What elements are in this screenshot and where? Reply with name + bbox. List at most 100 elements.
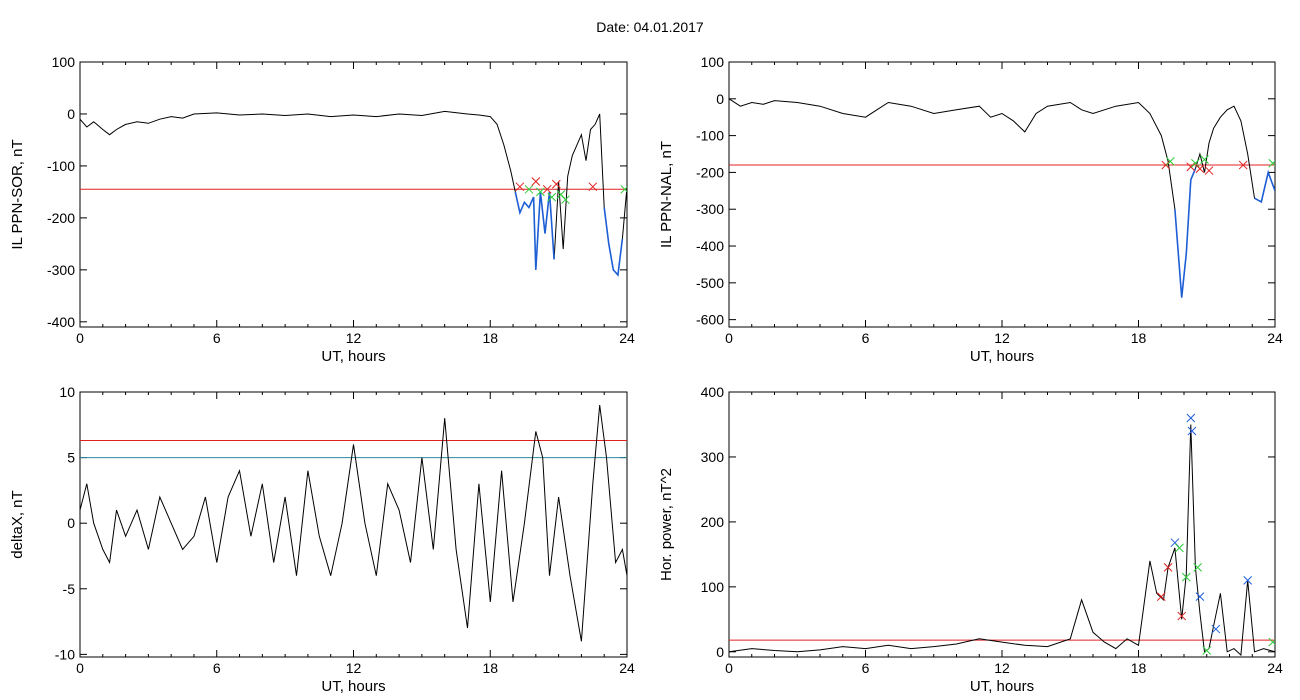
marker-stroke bbox=[1161, 160, 1171, 170]
marker-green bbox=[1193, 563, 1203, 572]
marker-stroke bbox=[1163, 563, 1173, 572]
x-axis-label: UT, hours bbox=[321, 678, 385, 695]
marker-red bbox=[1195, 164, 1205, 174]
y-tick-label: 0 bbox=[716, 644, 724, 660]
marker-red bbox=[531, 177, 541, 186]
marker-stroke bbox=[1177, 611, 1187, 621]
marker-green bbox=[620, 184, 627, 194]
marker-green bbox=[561, 195, 570, 205]
x-tick-label: 12 bbox=[346, 330, 362, 346]
plot-panel-2: 0 6 12 18 24 100 0 -100 -200 -300 -400 -500 -600 UT, … bbox=[658, 54, 1283, 365]
marker-green bbox=[1268, 637, 1275, 647]
x-tick-label: 24 bbox=[1267, 330, 1283, 346]
y-tick-label: 5 bbox=[67, 450, 75, 466]
y-tick-label: 0 bbox=[67, 106, 75, 122]
marker-green bbox=[1175, 543, 1184, 553]
marker-stroke bbox=[536, 187, 545, 197]
below-threshold-segment bbox=[603, 207, 624, 277]
x-tick-label: 0 bbox=[725, 660, 733, 676]
series-line-1 bbox=[729, 98, 1275, 298]
plot-panel-3: 0 6 12 18 24 10 5 0 -5 -10 UT, hours deltaX, nT bbox=[9, 384, 635, 695]
marker-green bbox=[1191, 158, 1200, 168]
x-tick-label: 18 bbox=[1131, 660, 1147, 676]
marker-stroke bbox=[1186, 413, 1196, 423]
marker-stroke bbox=[620, 186, 627, 194]
x-tick-label: 24 bbox=[1267, 660, 1283, 676]
marker-blue bbox=[1243, 576, 1253, 585]
y-tick-label: -400 bbox=[47, 314, 75, 330]
marker-stroke bbox=[1268, 639, 1275, 647]
y-axis-label: IL PPN-NAL, nT bbox=[658, 141, 675, 248]
y-tick-label: -300 bbox=[696, 201, 724, 217]
x-tick-label: 24 bbox=[619, 660, 635, 676]
plot-frame bbox=[728, 61, 1276, 328]
y-tick-label: 0 bbox=[67, 515, 75, 531]
x-tick-label: 0 bbox=[76, 330, 84, 346]
x-tick-label: 0 bbox=[76, 660, 84, 676]
marker-green bbox=[1202, 646, 1212, 655]
plot-panel-4: 0 6 12 18 24 400 300 200 100 0 UT, hours Hor. power… bbox=[658, 384, 1283, 695]
marker-stroke bbox=[542, 184, 552, 194]
marker-stroke bbox=[515, 182, 525, 192]
marker-red bbox=[551, 179, 561, 189]
marker-stroke bbox=[551, 179, 561, 189]
marker-green bbox=[547, 192, 557, 202]
marker-stroke bbox=[1195, 164, 1205, 174]
y-tick-label: -100 bbox=[47, 158, 75, 174]
y-axis-label: Hor. power, nT^2 bbox=[658, 468, 675, 581]
marker-red bbox=[1156, 592, 1166, 601]
plot-area bbox=[80, 110, 627, 277]
x-tick-label: 24 bbox=[619, 330, 635, 346]
y-tick-label: 10 bbox=[59, 384, 75, 400]
marker-green bbox=[1268, 158, 1275, 168]
marker-stroke bbox=[1191, 158, 1200, 168]
marker-stroke bbox=[547, 192, 557, 202]
marker-blue bbox=[1187, 426, 1197, 436]
x-axis-label: UT, hours bbox=[970, 678, 1034, 695]
x-tick-label: 0 bbox=[725, 330, 733, 346]
marker-red bbox=[542, 184, 552, 194]
y-tick-label: -10 bbox=[55, 646, 75, 662]
y-tick-label: -200 bbox=[696, 164, 724, 180]
plot-area bbox=[729, 98, 1275, 298]
plot-frame bbox=[79, 391, 628, 658]
marker-green bbox=[524, 184, 534, 194]
below-threshold-segment bbox=[514, 191, 555, 270]
marker-stroke bbox=[1200, 155, 1209, 164]
marker-stroke bbox=[1238, 160, 1248, 170]
marker-green bbox=[536, 187, 545, 197]
marker-stroke bbox=[1175, 543, 1184, 553]
marker-stroke bbox=[1195, 592, 1205, 601]
series-line-1 bbox=[80, 405, 627, 642]
x-tick-label: 12 bbox=[994, 660, 1010, 676]
x-tick-label: 6 bbox=[862, 330, 870, 346]
marker-stroke bbox=[1156, 592, 1166, 601]
x-tick-label: 18 bbox=[482, 330, 498, 346]
y-tick-label: 400 bbox=[701, 384, 725, 400]
marker-stroke bbox=[1193, 563, 1203, 572]
x-tick-label: 18 bbox=[1131, 330, 1147, 346]
y-tick-label: 200 bbox=[701, 514, 725, 530]
plot-panel-1: 0 6 12 18 24 100 0 -100 -200 -300 -400 UT, hours IL … bbox=[9, 54, 635, 365]
figure-title: Date: 04.01.2017 bbox=[596, 19, 704, 35]
marker-stroke bbox=[1202, 646, 1212, 655]
marker-stroke bbox=[1204, 166, 1214, 175]
series-line-1 bbox=[729, 424, 1275, 657]
marker-red bbox=[515, 182, 525, 192]
marker-red bbox=[1186, 162, 1196, 172]
marker-red bbox=[1161, 160, 1171, 170]
y-tick-label: 100 bbox=[701, 54, 725, 70]
marker-red bbox=[1204, 166, 1214, 175]
marker-stroke bbox=[524, 184, 534, 194]
y-tick-label: -100 bbox=[696, 128, 724, 144]
marker-stroke bbox=[531, 177, 541, 186]
y-tick-label: -5 bbox=[63, 581, 76, 597]
marker-stroke bbox=[1181, 572, 1191, 582]
below-threshold-segment bbox=[1174, 168, 1197, 298]
y-axis-label: deltaX, nT bbox=[9, 490, 26, 558]
y-tick-label: 300 bbox=[701, 449, 725, 465]
marker-stroke bbox=[1187, 426, 1197, 436]
marker-green bbox=[1165, 157, 1175, 166]
x-tick-label: 6 bbox=[862, 660, 870, 676]
marker-red bbox=[588, 182, 598, 192]
